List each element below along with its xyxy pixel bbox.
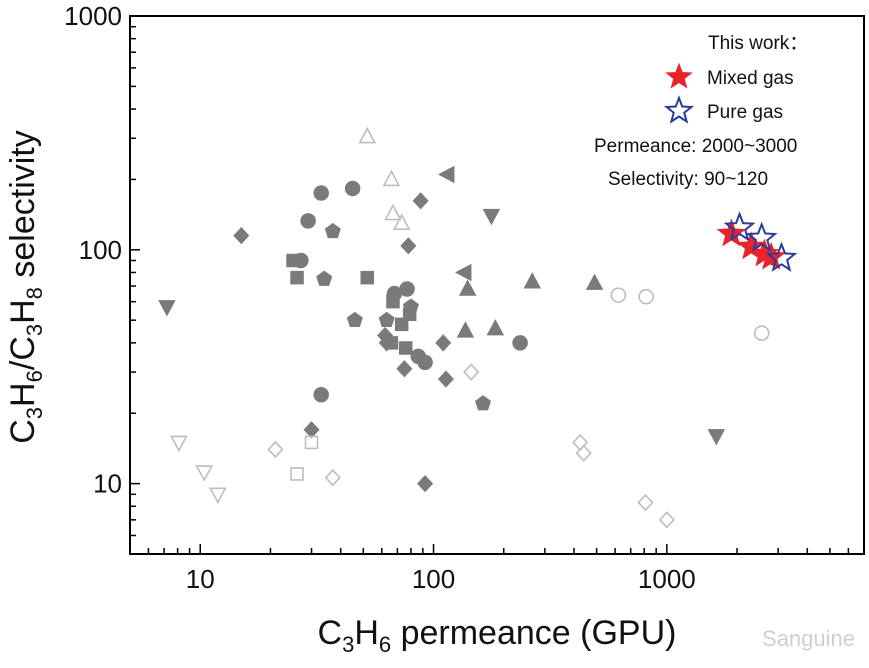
triangle-down-point: [170, 435, 188, 453]
circle-point: [344, 180, 361, 197]
square-point: [386, 294, 400, 309]
triangle-left-point: [438, 165, 455, 184]
diamond-point: [378, 334, 395, 352]
x-tick-label: 1000: [638, 564, 696, 594]
x-axis-title: C3H6 permeance (GPU): [318, 614, 677, 657]
legend-mixed-gas-star-icon: [665, 62, 693, 89]
diamond-point: [435, 334, 452, 352]
circle-point: [610, 287, 627, 303]
square-point: [286, 253, 300, 268]
diamond-point: [463, 363, 480, 381]
square-point: [290, 467, 304, 481]
triangle-up-point: [456, 321, 475, 338]
diamond-point: [575, 444, 592, 462]
axis-tick-labels: 10 100 1000 10 100 1000: [64, 1, 696, 594]
diamond-point: [437, 370, 454, 388]
circle-point: [512, 335, 528, 351]
diamond-point: [324, 469, 341, 487]
pentagon-point: [346, 311, 363, 328]
diamond-point: [267, 440, 284, 459]
y-tick-label: 10: [93, 469, 122, 499]
legend-mixed-gas-label: Mixed gas: [707, 68, 794, 89]
square-point: [398, 341, 413, 355]
legend-pure-gas-label: Pure gas: [707, 102, 783, 123]
pure-gas-star-point: [765, 241, 798, 272]
circle-point: [399, 281, 415, 297]
diamond-point: [658, 511, 675, 529]
y-tick-label: 1000: [64, 1, 122, 31]
triangle-up-point: [486, 319, 505, 336]
triangle-down-point: [707, 429, 726, 446]
circle-point: [300, 213, 316, 229]
plot-frame: [129, 15, 865, 555]
diamond-point: [637, 493, 654, 512]
legend-title: This work：: [708, 33, 808, 54]
diamond-point: [417, 475, 434, 493]
legend-note-selectivity: Selectivity: 90~120: [608, 169, 768, 190]
square-point: [290, 270, 304, 285]
pure-gas-star-point: [723, 211, 756, 242]
triangle-down-point: [158, 300, 176, 317]
circle-point: [313, 386, 329, 403]
diamond-point: [396, 360, 413, 378]
triangle-up-point: [458, 279, 477, 296]
circle-point: [313, 185, 329, 201]
diamond-point: [412, 192, 429, 210]
pentagon-point: [378, 311, 395, 328]
axis-ticks: [129, 15, 865, 555]
pentagon-point: [475, 395, 492, 411]
legend-pure-gas-star-icon: [663, 95, 695, 124]
x-tick-label: 100: [412, 564, 455, 594]
pentagon-point: [402, 298, 419, 314]
y-axis-title: C3H6/C3H8 selectivity: [4, 130, 47, 444]
square-point: [360, 270, 375, 285]
triangle-up-point: [523, 272, 542, 289]
legend-note-permeance: Permeance: 2000~3000: [594, 136, 797, 157]
diamond-point: [233, 227, 250, 245]
pentagon-point: [316, 270, 333, 286]
data-markers: [158, 126, 798, 529]
diamond-point: [400, 237, 417, 255]
watermark: Sanguine: [762, 626, 855, 651]
legend: This work： Mixed gas Pure gas Permeance:…: [594, 33, 808, 190]
triangle-down-point: [482, 208, 501, 226]
triangle-down-point: [209, 487, 227, 505]
triangle-up-point: [382, 169, 401, 187]
triangle-up-point: [384, 203, 402, 221]
square-point: [304, 435, 319, 450]
y-tick-label: 100: [79, 235, 122, 265]
triangle-up-point: [358, 126, 377, 144]
triangle-up-point: [585, 273, 604, 290]
circle-point: [417, 354, 433, 371]
circle-point: [638, 288, 654, 305]
triangle-up-point: [392, 213, 411, 230]
pentagon-point: [324, 222, 341, 239]
x-tick-label: 10: [186, 564, 215, 594]
mixed-gas-star-point: [736, 231, 766, 260]
triangle-down-point: [195, 465, 214, 482]
pure-gas-star-point: [745, 221, 778, 252]
triangle-left-point: [455, 263, 472, 282]
circle-point: [753, 325, 770, 341]
